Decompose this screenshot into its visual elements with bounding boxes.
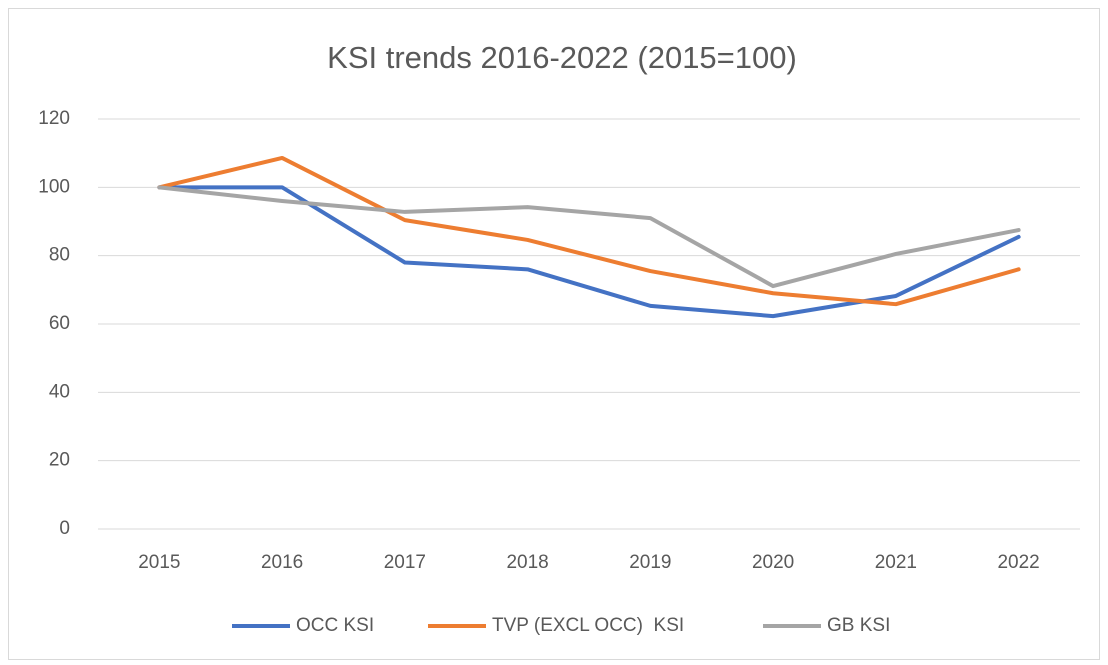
x-tick-label: 2022 [997,552,1039,573]
x-tick-label: 2016 [261,552,303,573]
x-tick-label: 2018 [506,552,548,573]
chart-title: KSI trends 2016-2022 (2015=100) [327,40,797,75]
x-tick-label: 2015 [138,552,180,573]
y-tick-label: 40 [49,381,70,402]
y-tick-label: 100 [38,176,70,197]
chart-border [8,8,1100,660]
y-tick-label: 120 [38,108,70,129]
y-tick-label: 20 [49,450,70,471]
series-line [157,155,1021,307]
y-tick-label: 0 [59,518,70,539]
legend-label: GB KSI [827,615,890,636]
x-tick-label: 2021 [875,552,917,573]
legend-label: TVP (EXCL OCC) KSI [492,615,684,636]
series-line [157,185,1021,289]
x-tick-label: 2017 [384,552,426,573]
x-tick-label: 2019 [629,552,671,573]
series-line [157,185,1021,319]
legend-label: OCC KSI [296,615,374,636]
y-tick-label: 60 [49,313,70,334]
x-tick-label: 2020 [752,552,794,573]
y-tick-label: 80 [49,245,70,266]
